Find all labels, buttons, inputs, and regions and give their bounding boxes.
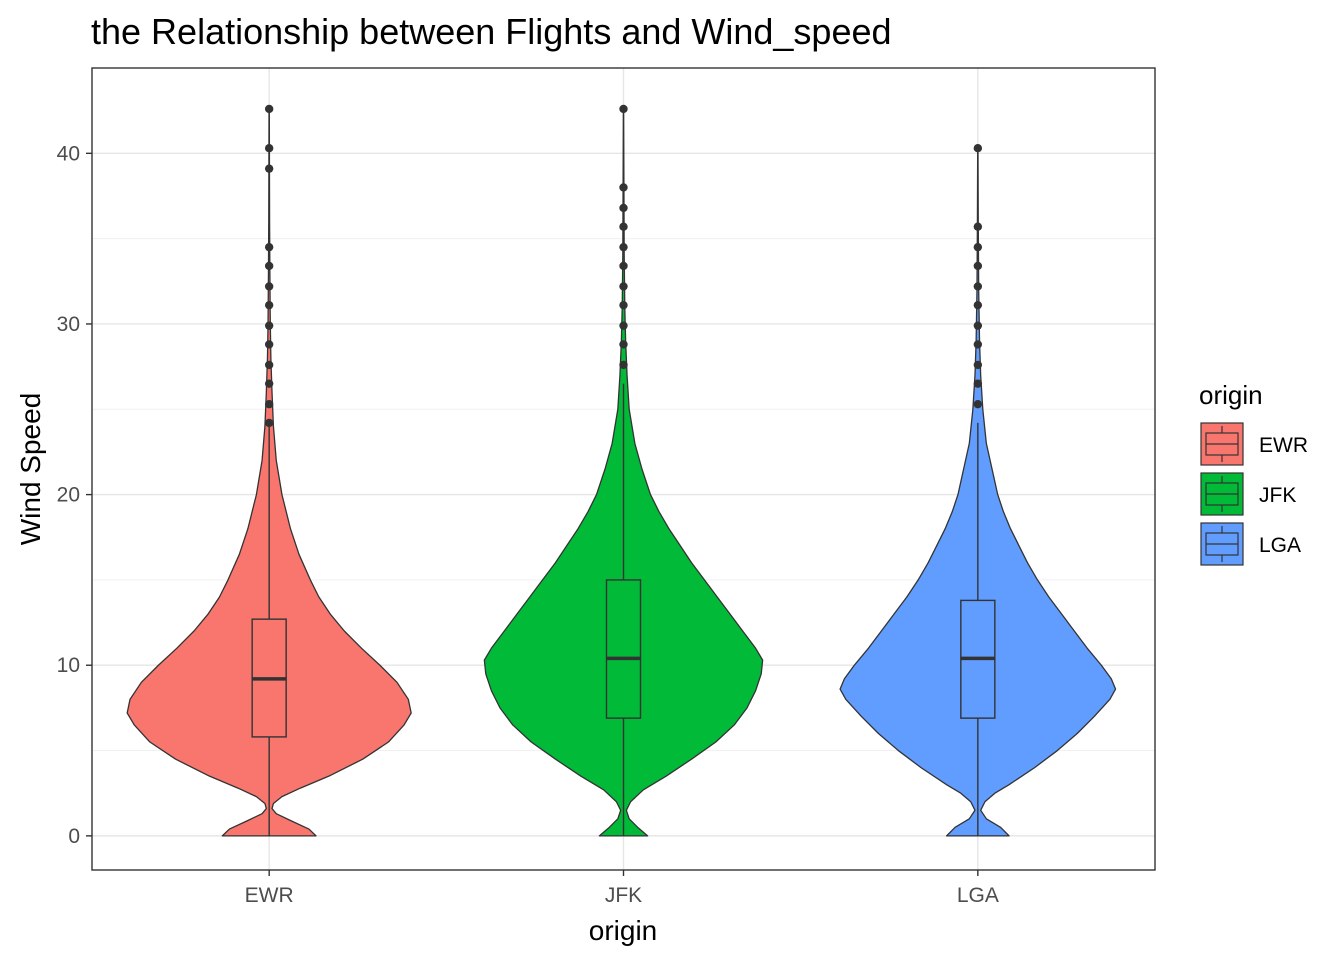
y-axis-title: Wind Speed bbox=[15, 393, 46, 546]
outlier-point bbox=[264, 340, 274, 349]
x-tick-label: EWR bbox=[245, 884, 294, 907]
box-jfk bbox=[605, 579, 642, 719]
outlier-point bbox=[264, 360, 274, 370]
legend: origin EWR JFK LGA bbox=[1199, 380, 1308, 566]
outlier-point bbox=[264, 300, 274, 310]
legend-item-lga: LGA bbox=[1200, 522, 1301, 566]
outlier-point bbox=[264, 321, 274, 330]
outlier-point bbox=[264, 242, 274, 252]
y-tick-label: 0 bbox=[68, 825, 80, 848]
outlier-point bbox=[264, 379, 274, 388]
x-axis-title: origin bbox=[589, 915, 657, 946]
legend-label: EWR bbox=[1259, 434, 1308, 457]
outlier-point bbox=[264, 164, 274, 173]
outlier-point bbox=[973, 399, 983, 409]
outlier-point bbox=[973, 261, 983, 271]
outlier-point bbox=[973, 340, 983, 349]
outlier-point bbox=[619, 104, 628, 114]
legend-item-jfk: JFK bbox=[1200, 472, 1296, 516]
outlier-point bbox=[619, 360, 628, 370]
outlier-point bbox=[619, 282, 628, 291]
y-tick-label: 40 bbox=[57, 142, 80, 165]
outlier-point bbox=[619, 321, 628, 330]
outlier-point bbox=[973, 242, 983, 252]
outlier-point bbox=[973, 282, 983, 291]
outlier-point bbox=[973, 144, 983, 153]
outlier-point bbox=[619, 261, 628, 271]
x-tick-label: JFK bbox=[605, 884, 642, 907]
outlier-point bbox=[264, 418, 274, 428]
outlier-point bbox=[619, 340, 628, 349]
y-tick-label: 20 bbox=[57, 484, 80, 507]
outlier-point bbox=[264, 282, 274, 291]
legend-title: origin bbox=[1199, 380, 1263, 410]
y-tick-label: 10 bbox=[57, 654, 80, 677]
outlier-point bbox=[973, 379, 983, 388]
chart-title: the Relationship between Flights and Win… bbox=[91, 11, 892, 52]
outlier-point bbox=[619, 242, 628, 252]
legend-item-ewr: EWR bbox=[1200, 422, 1308, 466]
outlier-point bbox=[264, 261, 274, 271]
outlier-point bbox=[973, 360, 983, 370]
legend-label: LGA bbox=[1259, 534, 1301, 557]
outlier-point bbox=[264, 104, 274, 114]
outlier-point bbox=[973, 300, 983, 310]
outlier-point bbox=[973, 321, 983, 330]
outlier-point bbox=[264, 399, 274, 409]
outlier-point bbox=[619, 183, 628, 192]
outlier-point bbox=[619, 203, 628, 213]
outlier-point bbox=[619, 300, 628, 310]
outlier-point bbox=[619, 222, 628, 231]
plot-area: 0 10 20 30 40 EWR JFK LGA bbox=[57, 67, 1156, 907]
outlier-point bbox=[264, 144, 274, 153]
legend-label: JFK bbox=[1259, 484, 1296, 507]
y-tick-label: 30 bbox=[57, 313, 80, 336]
x-tick-label: LGA bbox=[957, 884, 999, 907]
outlier-point bbox=[973, 222, 983, 231]
